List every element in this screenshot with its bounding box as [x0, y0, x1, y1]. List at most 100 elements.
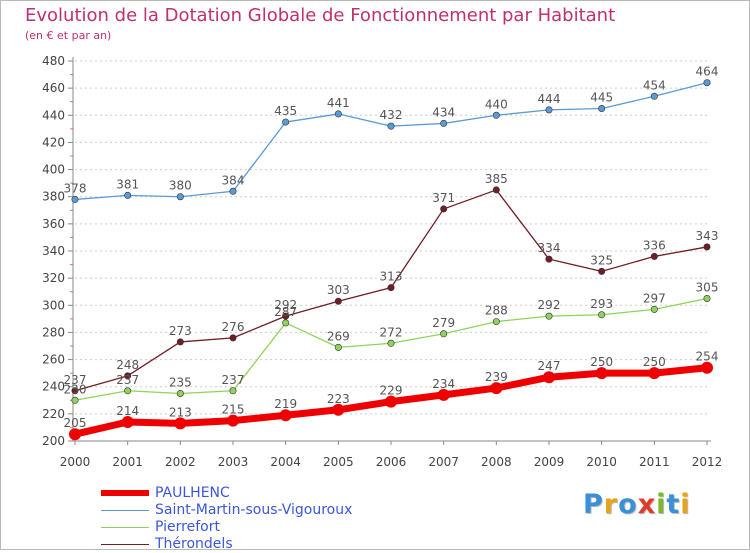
logo-letter: i [656, 489, 667, 520]
logo-letter: r [603, 489, 619, 520]
data-point [595, 367, 608, 380]
data-label: 371 [432, 191, 455, 205]
data-label: 248 [116, 358, 139, 372]
data-point [282, 319, 290, 327]
data-point [440, 330, 448, 338]
data-point [71, 387, 79, 395]
data-label: 237 [222, 373, 245, 387]
data-label: 229 [380, 384, 403, 398]
data-label: 435 [274, 104, 297, 118]
data-point [176, 389, 184, 397]
data-label: 288 [485, 304, 508, 318]
data-point [176, 193, 184, 201]
data-label: 384 [222, 173, 245, 187]
data-point [545, 255, 553, 263]
data-point [598, 267, 606, 275]
x-tick-label: 2004 [270, 455, 301, 469]
legend-swatch [101, 543, 149, 545]
y-tick-label: 300 [42, 298, 65, 312]
data-label: 378 [64, 181, 87, 195]
legend-label: PAULHENC [155, 485, 230, 501]
y-tick-label: 420 [42, 135, 65, 149]
data-point [703, 79, 711, 87]
data-label: 293 [590, 297, 613, 311]
y-tick-label: 240 [42, 380, 65, 394]
data-point [437, 388, 450, 401]
chart-subtitle: (en € et par an) [25, 29, 112, 42]
data-label: 444 [538, 92, 561, 106]
data-label: 287 [274, 305, 297, 319]
x-tick-label: 2002 [165, 455, 196, 469]
data-label: 440 [485, 97, 508, 111]
data-label: 336 [643, 238, 666, 252]
y-tick-label: 440 [42, 108, 65, 122]
data-point [543, 371, 555, 384]
logo-letter: o [618, 489, 638, 520]
data-label: 432 [380, 108, 403, 122]
data-point [701, 361, 713, 374]
y-tick-label: 400 [42, 163, 65, 177]
data-label: 269 [327, 329, 350, 343]
data-point [545, 106, 553, 114]
data-point [648, 367, 661, 380]
data-point [387, 339, 395, 347]
data-label: 237 [116, 373, 139, 387]
data-label: 313 [380, 270, 403, 284]
data-point [650, 252, 658, 260]
data-point [387, 122, 395, 130]
data-point [490, 382, 503, 395]
legend-label: Saint-Martin-sous-Vigouroux [155, 502, 353, 518]
data-label: 441 [327, 96, 350, 110]
data-point [71, 396, 79, 404]
x-tick-label: 2011 [639, 455, 670, 469]
x-tick-label: 2007 [428, 455, 459, 469]
data-point [332, 403, 345, 416]
data-point [282, 312, 290, 320]
data-point [176, 338, 184, 346]
data-point [703, 294, 711, 302]
data-label: 380 [169, 179, 192, 193]
data-label: 234 [432, 377, 455, 391]
data-point [229, 187, 237, 195]
data-label: 279 [432, 316, 455, 330]
x-tick-label: 2000 [60, 455, 91, 469]
y-tick-label: 320 [42, 271, 65, 285]
x-tick-label: 2006 [376, 455, 407, 469]
data-label: 297 [643, 291, 666, 305]
data-label: 214 [116, 404, 139, 418]
data-label: 292 [538, 298, 561, 312]
data-label: 434 [432, 105, 455, 119]
data-label: 334 [538, 241, 561, 255]
data-point [387, 284, 395, 292]
legend-label: Thérondels [155, 536, 233, 552]
data-label: 385 [485, 172, 508, 186]
data-point [334, 110, 342, 118]
data-point [492, 318, 500, 326]
data-label: 247 [538, 359, 561, 373]
y-tick-label: 260 [42, 353, 65, 367]
data-point [71, 195, 79, 203]
data-label: 235 [169, 376, 192, 390]
logo-letter: P [583, 489, 604, 520]
logo-letter: x [637, 489, 657, 520]
data-point [69, 428, 81, 441]
y-tick-label: 380 [42, 190, 65, 204]
data-label: 381 [116, 177, 139, 191]
x-tick-label: 2008 [481, 455, 512, 469]
data-point [282, 118, 290, 126]
x-tick-label: 2001 [112, 455, 143, 469]
data-point [229, 387, 237, 395]
logo-letter: i [680, 489, 691, 520]
data-label: 250 [643, 355, 666, 369]
proxiti-logo: Proxiti [583, 489, 691, 520]
y-tick-label: 200 [42, 434, 65, 448]
data-point [124, 372, 132, 380]
data-point [440, 205, 448, 213]
data-label: 230 [64, 382, 87, 396]
data-label: 250 [590, 355, 613, 369]
logo-letter: t [666, 489, 681, 520]
data-point [334, 297, 342, 305]
data-point [334, 343, 342, 351]
